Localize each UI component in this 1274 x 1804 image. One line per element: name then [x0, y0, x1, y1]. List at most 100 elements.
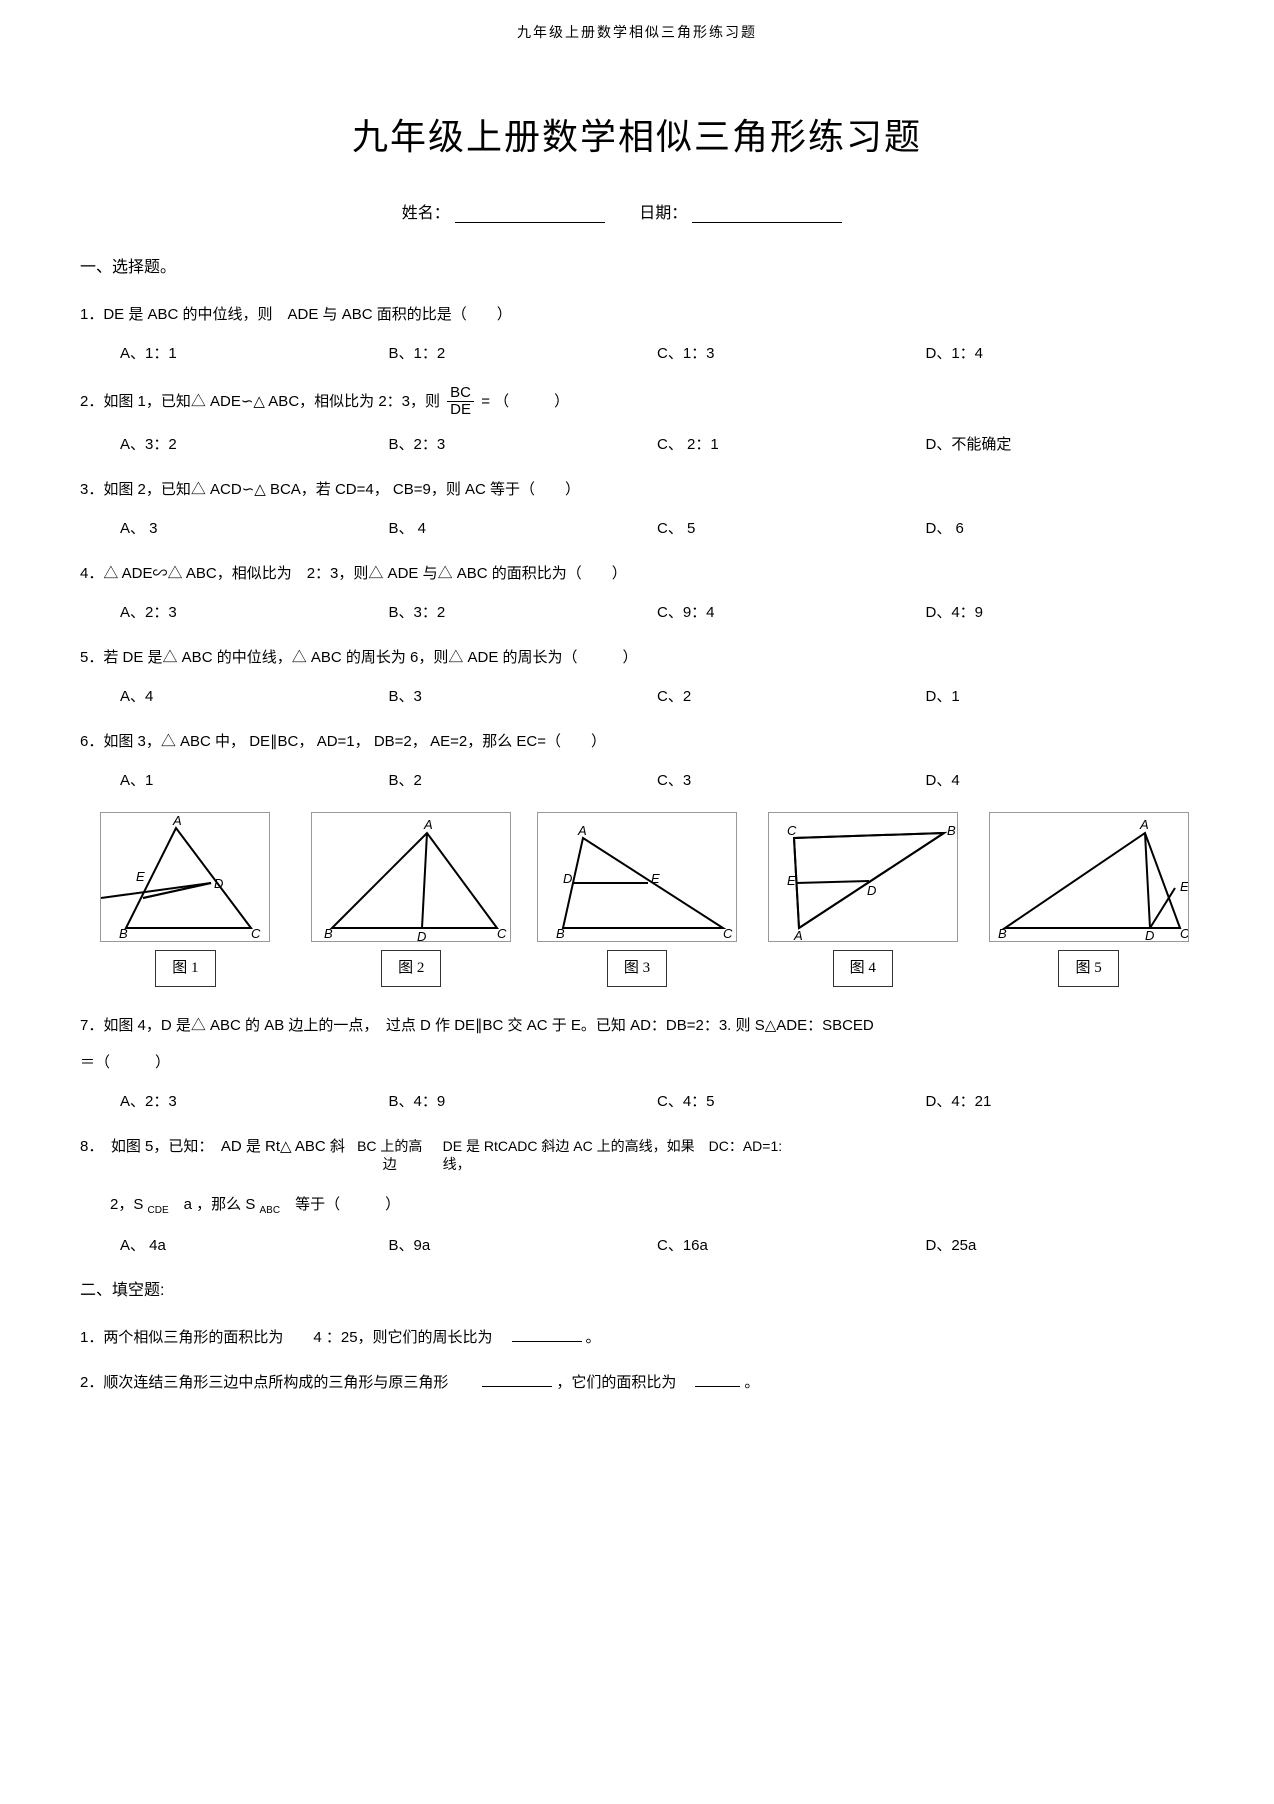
q8-option-c[interactable]: C、16a: [657, 1232, 926, 1259]
q8-option-a[interactable]: A、 4a: [120, 1232, 389, 1259]
svg-text:B: B: [947, 823, 956, 838]
q7-option-c[interactable]: C、4：5: [657, 1088, 926, 1115]
q6-options: A、1 B、2 C、3 D、4: [120, 767, 1194, 794]
svg-text:D: D: [1145, 928, 1154, 942]
question-1: 1．DE 是 ABC 的中位线，则 ADE 与 ABC 面积的比是（ ）: [80, 301, 1194, 328]
question-7-line2: ＝（ ）: [80, 1049, 1194, 1076]
q5-option-c[interactable]: C、2: [657, 683, 926, 710]
svg-text:A: A: [577, 823, 587, 838]
fq1-blank[interactable]: [512, 1328, 582, 1342]
q2-frac-den: DE: [447, 402, 474, 419]
section-1-heading: 一、选择题。: [80, 254, 1194, 283]
fq2-blank2[interactable]: [695, 1373, 740, 1387]
q6-option-a[interactable]: A、1: [120, 767, 389, 794]
q7-option-a[interactable]: A、2：3: [120, 1088, 389, 1115]
q2-prefix: 2．如图 1，已知△ ADE∽△ ABC，相似比为 2：3，则: [80, 393, 444, 410]
fill-question-2: 2．顺次连结三角形三边中点所构成的三角形与原三角形 ，它们的面积比为 。: [80, 1369, 1194, 1396]
q7-option-b[interactable]: B、4：9: [389, 1088, 658, 1115]
svg-text:A: A: [172, 813, 182, 828]
question-7-line1: 7．如图 4，D 是△ ABC 的 AB 边上的一点， 过点 D 作 DE∥BC…: [80, 1012, 1194, 1039]
q8-stack2b: 线，: [443, 1155, 783, 1173]
svg-text:D: D: [214, 876, 223, 891]
figure-2: A B D C 图 2: [306, 812, 517, 987]
name-label: 姓名：: [402, 205, 450, 222]
question-4: 4．△ ADE∽△ ABC，相似比为 2：3，则△ ADE 与△ ABC 的面积…: [80, 560, 1194, 587]
figure-3-label: 图 3: [607, 950, 667, 987]
q5-option-b[interactable]: B、3: [389, 683, 658, 710]
q8-l2e: 等于（ ）: [280, 1196, 400, 1213]
svg-text:D: D: [417, 929, 426, 942]
figure-1-label: 图 1: [155, 950, 215, 987]
q2-option-d[interactable]: D、不能确定: [926, 431, 1195, 458]
fq1-b: 。: [586, 1329, 601, 1346]
question-3: 3．如图 2，已知△ ACD∽△ BCA，若 CD=4， CB=9，则 AC 等…: [80, 476, 1194, 503]
fill-question-1: 1．两个相似三角形的面积比为 4 ：25，则它们的周长比为 。: [80, 1324, 1194, 1351]
q4-option-d[interactable]: D、4：9: [926, 599, 1195, 626]
q1-option-b[interactable]: B、1：2: [389, 340, 658, 367]
q8-stack2: DE 是 RtCADC 斜边 AC 上的高线，如果 DC：AD=1: 线，: [443, 1137, 783, 1173]
svg-text:E: E: [136, 869, 145, 884]
name-blank[interactable]: [455, 205, 605, 223]
q7-options: A、2：3 B、4：9 C、4：5 D、4：21: [120, 1088, 1194, 1115]
q4-option-b[interactable]: B、3：2: [389, 599, 658, 626]
question-2: 2．如图 1，已知△ ADE∽△ ABC，相似比为 2：3，则 BC DE = …: [80, 385, 1194, 419]
q3-option-d[interactable]: D、 6: [926, 515, 1195, 542]
q4-option-c[interactable]: C、9：4: [657, 599, 926, 626]
figure-4-svg: C B E D A: [768, 812, 958, 942]
q8-stack2a: DE 是 RtCADC 斜边 AC 上的高线，如果 DC：AD=1:: [443, 1137, 783, 1155]
figures-row: A E D B C 图 1 A B D C 图 2 A D: [80, 812, 1194, 987]
q3-option-c[interactable]: C、 5: [657, 515, 926, 542]
q6-option-c[interactable]: C、3: [657, 767, 926, 794]
figure-3-svg: A D E B C: [537, 812, 737, 942]
fq2-c: 。: [744, 1374, 759, 1391]
q3-option-b[interactable]: B、 4: [389, 515, 658, 542]
svg-text:A: A: [423, 817, 433, 832]
q8-option-b[interactable]: B、9a: [389, 1232, 658, 1259]
svg-text:D: D: [563, 871, 572, 886]
svg-text:A: A: [1139, 817, 1149, 832]
q5-options: A、4 B、3 C、2 D、1: [120, 683, 1194, 710]
q6-option-d[interactable]: D、4: [926, 767, 1195, 794]
date-label: 日期：: [639, 205, 687, 222]
q1-option-d[interactable]: D、1：4: [926, 340, 1195, 367]
q8-option-d[interactable]: D、25a: [926, 1232, 1195, 1259]
svg-text:C: C: [787, 823, 797, 838]
q2-option-c[interactable]: C、 2：1: [657, 431, 926, 458]
q8-l2a: 2，S: [110, 1196, 148, 1213]
q4-options: A、2：3 B、3：2 C、9：4 D、4：9: [120, 599, 1194, 626]
page-header: 九年级上册数学相似三角形练习题: [80, 20, 1194, 45]
figure-1-svg: A E D B C: [100, 812, 270, 942]
q2-options: A、3：2 B、2：3 C、 2：1 D、不能确定: [120, 431, 1194, 458]
q3-option-a[interactable]: A、 3: [120, 515, 389, 542]
q2-option-b[interactable]: B、2：3: [389, 431, 658, 458]
q2-option-a[interactable]: A、3：2: [120, 431, 389, 458]
figure-5-svg: A B D E C: [989, 812, 1189, 942]
q1-options: A、1：1 B、1：2 C、1：3 D、1：4: [120, 340, 1194, 367]
name-date-row: 姓名： 日期：: [80, 200, 1194, 229]
figure-2-label: 图 2: [381, 950, 441, 987]
q4-option-a[interactable]: A、2：3: [120, 599, 389, 626]
svg-text:D: D: [867, 883, 876, 898]
question-8-line2: 2，S CDE a ，那么 S ABC 等于（ ）: [110, 1191, 1194, 1220]
svg-text:A: A: [793, 928, 803, 942]
q5-option-a[interactable]: A、4: [120, 683, 389, 710]
q5-option-d[interactable]: D、1: [926, 683, 1195, 710]
svg-text:E: E: [787, 873, 796, 888]
q8-stack1: BC 上的高 边: [357, 1137, 422, 1173]
q1-option-a[interactable]: A、1：1: [120, 340, 389, 367]
fq2-blank1[interactable]: [482, 1373, 552, 1387]
q1-option-c[interactable]: C、1：3: [657, 340, 926, 367]
date-blank[interactable]: [692, 205, 842, 223]
svg-text:B: B: [556, 926, 565, 941]
figure-4: C B E D A 图 4: [757, 812, 968, 987]
figure-2-svg: A B D C: [311, 812, 511, 942]
figure-5: A B D E C 图 5: [983, 812, 1194, 987]
svg-text:B: B: [998, 926, 1007, 941]
main-title: 九年级上册数学相似三角形练习题: [80, 105, 1194, 170]
question-5: 5．若 DE 是△ ABC 的中位线，△ ABC 的周长为 6，则△ ADE 的…: [80, 644, 1194, 671]
fq1-a: 1．两个相似三角形的面积比为 4 ：25，则它们的周长比为: [80, 1329, 508, 1346]
svg-text:C: C: [1180, 926, 1189, 941]
section-2-heading: 二、填空题:: [80, 1277, 1194, 1306]
q7-option-d[interactable]: D、4：21: [926, 1088, 1195, 1115]
q6-option-b[interactable]: B、2: [389, 767, 658, 794]
